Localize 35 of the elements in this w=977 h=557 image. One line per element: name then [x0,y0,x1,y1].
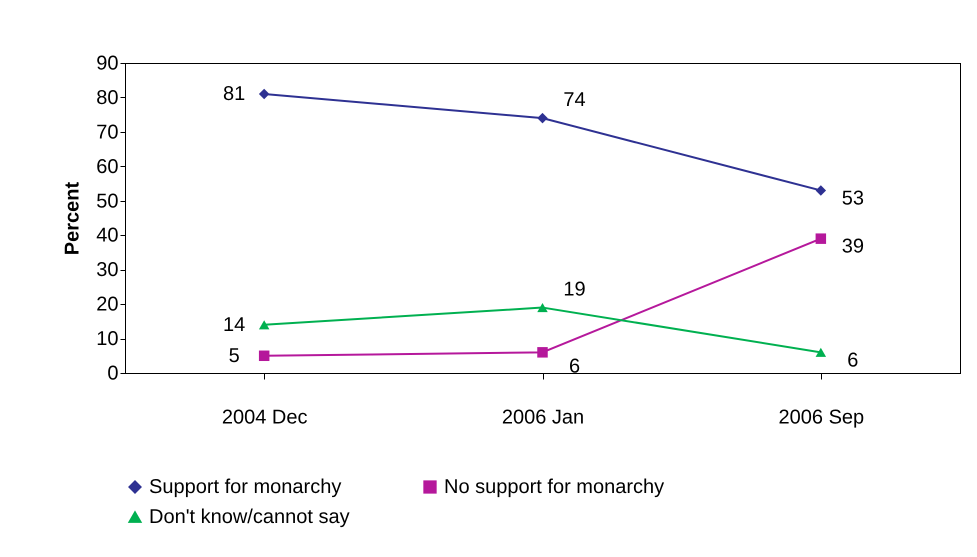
data-label: 19 [563,278,586,301]
x-tick-label: 2006 Jan [502,406,584,428]
point [537,112,548,124]
data-label: 74 [563,89,586,112]
data-label: 39 [842,236,864,258]
data-label: 81 [223,83,246,105]
point [258,350,270,362]
y-axis-title: Percent [61,181,84,256]
legend-label: Support for monarchy [149,476,342,498]
y-tick-label: 0 [107,362,118,384]
point [537,347,548,358]
data-label: 5 [228,344,240,367]
point [816,348,826,357]
y-tick-label: 70 [96,121,118,144]
point [816,185,826,196]
y-tick-label: 80 [96,86,118,109]
point [537,303,548,312]
y-tick-label: 90 [96,52,118,74]
y-tick-label: 10 [96,328,118,350]
data-label: 14 [223,314,246,336]
y-tick-label: 50 [96,190,118,212]
data-label: 6 [847,349,858,372]
y-tick-label: 20 [96,294,118,316]
data-label: 6 [568,355,580,378]
legend-label: No support for monarchy [444,476,664,498]
x-tick-label: 2006 Sep [778,406,864,428]
y-tick-label: 40 [96,224,118,247]
x-tick-label: 2004 Dec [222,406,308,428]
y-tick-label: 60 [96,156,118,178]
point [258,88,270,100]
point [816,233,826,244]
y-tick-label: 30 [96,259,118,282]
data-label: 53 [842,187,864,210]
legend-label: Don't know/cannot say [149,506,350,528]
point [258,320,270,330]
